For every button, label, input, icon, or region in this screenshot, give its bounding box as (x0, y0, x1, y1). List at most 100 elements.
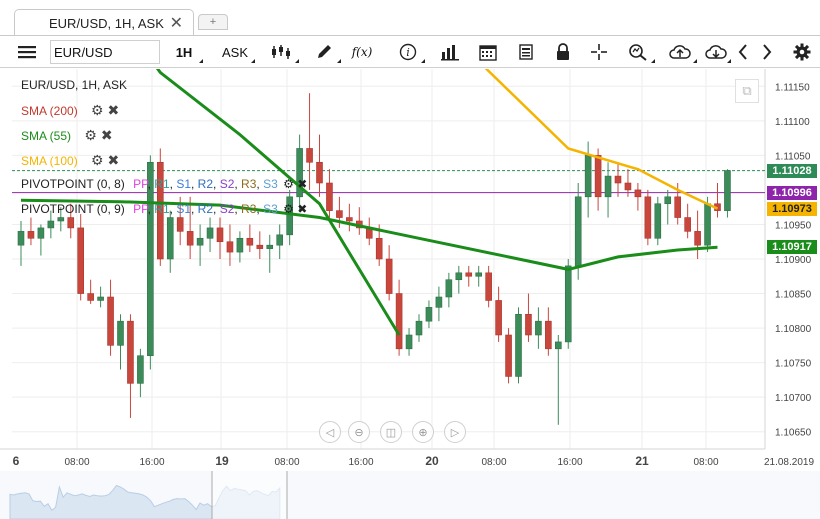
candle-body (296, 148, 303, 198)
add-tab-button[interactable]: + (198, 14, 228, 30)
legend-sma-100[interactable]: SMA (100) ⚙ ✖ (21, 152, 119, 169)
pivot-level-r3: R3 (241, 202, 257, 216)
sma-55-line (155, 69, 401, 336)
calendar-button[interactable] (472, 39, 504, 65)
candle-body (644, 196, 652, 239)
crosshair-icon (591, 44, 607, 60)
volume-button[interactable] (434, 39, 466, 65)
candle-body (594, 155, 602, 198)
candles (17, 93, 731, 425)
zoom-in-button[interactable]: ⊕ (412, 421, 434, 443)
triangle-left-icon: ◁ (325, 426, 335, 439)
gear-icon[interactable]: ⚙ (84, 127, 97, 143)
chart-area[interactable]: 1.11150 1.11100 1.11050 1.10950 1.10900 1.108… (0, 69, 820, 519)
candle-body (316, 161, 323, 184)
zoom-button[interactable] (620, 39, 656, 65)
close-icon[interactable]: ✖ (297, 202, 308, 216)
report-button[interactable] (510, 39, 542, 65)
candle-body (545, 320, 552, 350)
gear-icon[interactable]: ⚙ (283, 202, 294, 216)
fx-label: f(x) (351, 45, 373, 59)
candle-body (694, 231, 701, 246)
pivot-level-s2: S2 (219, 202, 235, 216)
candlestick-icon (272, 45, 290, 59)
candle-body (137, 355, 144, 384)
gear-icon[interactable]: ⚙ (91, 102, 104, 118)
legend-sma-55[interactable]: SMA (55) ⚙ ✖ (21, 127, 113, 144)
candle-body (127, 320, 134, 384)
pan-right-button[interactable]: ▷ (444, 421, 466, 443)
tab-bar: EUR/USD, 1H, ASK ✕ + (0, 0, 820, 36)
chart-type-button[interactable] (262, 39, 300, 65)
pan-left-button[interactable]: ◁ (319, 421, 341, 443)
price-tick-label: 1.10900 (775, 255, 812, 266)
pivot-level-r2: R2 (197, 202, 214, 216)
pivot-level-s1: S1 (176, 202, 191, 216)
indicators-button[interactable]: f(x) (346, 39, 378, 65)
download-button[interactable] (700, 39, 732, 65)
sma-200-label: SMA (200) (21, 104, 78, 118)
candle-body (445, 279, 453, 298)
price-tag: 1.11028 (767, 163, 817, 178)
legend-pivot-8[interactable]: PIVOTPOINT (0, 8) PP, R1, S1, R2, S2, R3… (21, 177, 308, 191)
candle-body (584, 155, 592, 198)
close-icon[interactable]: ✖ (100, 127, 113, 143)
price-chart[interactable]: 1.11150 1.11100 1.11050 1.10950 1.10900 1.108… (0, 69, 820, 519)
candle-body (226, 241, 234, 253)
candle-body (306, 148, 313, 163)
gear-icon[interactable]: ⚙ (283, 177, 294, 191)
scroll-left-button[interactable] (734, 39, 752, 65)
close-icon[interactable]: ✖ (297, 177, 308, 191)
chart-tab-label: EUR/USD, 1H, ASK (49, 16, 164, 31)
settings-button[interactable] (790, 39, 814, 65)
reset-zoom-button[interactable]: ◫ (380, 421, 402, 443)
candle-body (704, 203, 711, 246)
navigator-window (212, 471, 287, 519)
menu-button[interactable] (10, 39, 44, 65)
price-side-button[interactable]: ASK (214, 39, 256, 65)
pivot-9-label: PIVOTPOINT (0, 9) (21, 202, 125, 216)
gear-icon[interactable]: ⚙ (91, 152, 104, 168)
lock-button[interactable] (548, 39, 578, 65)
candle-body (117, 320, 124, 346)
drawing-tool-button[interactable] (306, 39, 342, 65)
crosshair-button[interactable] (584, 39, 614, 65)
candle-body (256, 244, 264, 249)
close-tab-icon[interactable]: ✕ (169, 15, 183, 32)
candle-body (505, 334, 512, 377)
zoom-out-button[interactable]: ⊖ (348, 421, 370, 443)
candle-body (515, 313, 522, 377)
time-label: 21.08.2019 (764, 457, 814, 468)
chart-tab[interactable]: EUR/USD, 1H, ASK ✕ (14, 9, 194, 36)
info-button[interactable]: i (390, 39, 426, 65)
candle-body (87, 293, 94, 301)
candle-body (157, 161, 164, 260)
sma-55-line-tail (20, 198, 718, 271)
reset-icon: ◫ (385, 426, 397, 439)
timeframe-button[interactable]: 1H (164, 39, 204, 65)
candle-body (674, 196, 682, 218)
symbol-input[interactable] (50, 40, 160, 64)
price-axis: 1.11150 1.11100 1.11050 1.10950 1.10900 1.108… (775, 82, 812, 438)
legend-sma-200[interactable]: SMA (200) ⚙ ✖ (21, 102, 119, 119)
pencil-icon (318, 45, 331, 58)
close-icon[interactable]: ✖ (107, 102, 120, 118)
legend-pivot-9[interactable]: PIVOTPOINT (0, 9) PP, R1, S1, R2, S2, R3… (21, 202, 308, 216)
candle-body (724, 170, 731, 211)
candle-body (395, 293, 403, 350)
scroll-right-button[interactable] (758, 39, 776, 65)
tab-divider (0, 35, 820, 36)
candle-body (346, 217, 353, 222)
pivot-level-pp: PP (133, 202, 148, 216)
candle-body (574, 196, 582, 267)
pivot-level-s3: S3 (263, 202, 278, 216)
gear-icon (793, 43, 811, 61)
expand-chart-button[interactable]: ⧉ (735, 79, 759, 103)
time-axis: 6 08:00 16:00 19 08:00 16:00 20 08:00 16:00 21 08:… (13, 454, 815, 468)
candle-body (17, 231, 25, 246)
upload-button[interactable] (662, 39, 698, 65)
candle-body (385, 258, 393, 294)
candle-body (107, 296, 114, 346)
close-icon[interactable]: ✖ (107, 152, 120, 168)
price-tick-label: 1.10850 (775, 290, 812, 301)
